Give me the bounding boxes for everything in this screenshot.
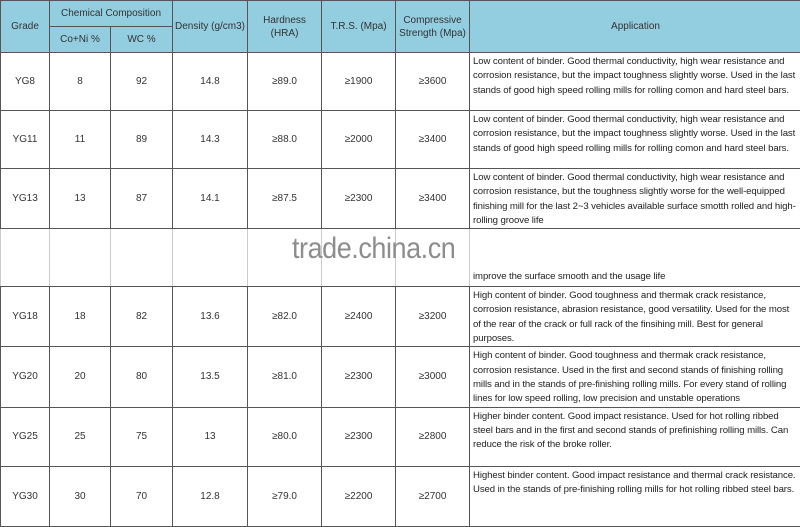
cell-application: High content of binder. Good toughness a… bbox=[470, 347, 800, 407]
header-wc: WC % bbox=[111, 27, 173, 53]
header-application: Application bbox=[470, 1, 800, 53]
cell-wc: 92 bbox=[111, 53, 173, 111]
cell-wc: 70 bbox=[111, 466, 173, 526]
cell-co-ni bbox=[50, 229, 111, 287]
cell-application: Highest binder content. Good impact resi… bbox=[470, 466, 800, 526]
cell-trs: ≥2400 bbox=[322, 287, 396, 347]
header-compressive-strength: Compressive Strength (Mpa) bbox=[396, 1, 470, 53]
cell-co-ni: 11 bbox=[50, 111, 111, 169]
cell-trs: ≥2200 bbox=[322, 466, 396, 526]
header-density: Density (g/cm3) bbox=[173, 1, 248, 53]
header-trs: T.R.S. (Mpa) bbox=[322, 1, 396, 53]
cell-hardness: ≥79.0 bbox=[248, 466, 322, 526]
cell-compressive: ≥2700 bbox=[396, 466, 470, 526]
cell-grade: YG8 bbox=[1, 53, 50, 111]
cell-co-ni: 25 bbox=[50, 407, 111, 466]
cell-wc: 75 bbox=[111, 407, 173, 466]
cell-trs: ≥2300 bbox=[322, 407, 396, 466]
cell-grade: YG25 bbox=[1, 407, 50, 466]
cell-application: High content of binder. Good toughness a… bbox=[470, 287, 800, 347]
cell-grade bbox=[1, 229, 50, 287]
cell-application: Higher binder content. Good impact resis… bbox=[470, 407, 800, 466]
cell-hardness: ≥87.5 bbox=[248, 169, 322, 229]
cell-wc: 80 bbox=[111, 347, 173, 407]
cell-wc: 89 bbox=[111, 111, 173, 169]
cell-density: 13.5 bbox=[173, 347, 248, 407]
cell-compressive: ≥2800 bbox=[396, 407, 470, 466]
cell-density: 14.1 bbox=[173, 169, 248, 229]
cell-compressive: ≥3600 bbox=[396, 53, 470, 111]
cell-co-ni: 13 bbox=[50, 169, 111, 229]
cell-wc: 87 bbox=[111, 169, 173, 229]
watermark: trade.china.cn bbox=[292, 232, 455, 266]
cell-co-ni: 30 bbox=[50, 466, 111, 526]
cell-grade: YG18 bbox=[1, 287, 50, 347]
cell-grade: YG30 bbox=[1, 466, 50, 526]
cell-wc bbox=[111, 229, 173, 287]
cell-application: Low content of binder. Good thermal cond… bbox=[470, 111, 800, 169]
cell-co-ni: 18 bbox=[50, 287, 111, 347]
cell-trs: ≥2300 bbox=[322, 169, 396, 229]
cell-density: 13 bbox=[173, 407, 248, 466]
cell-trs: ≥2300 bbox=[322, 347, 396, 407]
header-co-ni: Co+Ni % bbox=[50, 27, 111, 53]
cell-co-ni: 20 bbox=[50, 347, 111, 407]
cell-trs: ≥1900 bbox=[322, 53, 396, 111]
header-chemical-composition: Chemical Composition bbox=[50, 1, 173, 27]
cell-hardness: ≥82.0 bbox=[248, 287, 322, 347]
header-hardness: Hardness (HRA) bbox=[248, 1, 322, 53]
cell-density: 13.6 bbox=[173, 287, 248, 347]
cell-compressive: ≥3000 bbox=[396, 347, 470, 407]
cell-grade: YG20 bbox=[1, 347, 50, 407]
cell-application: Low content of binder. Good thermal cond… bbox=[470, 169, 800, 229]
cell-application: improve the surface smooth and the usage… bbox=[470, 229, 800, 287]
cell-hardness: ≥89.0 bbox=[248, 53, 322, 111]
cell-grade: YG11 bbox=[1, 111, 50, 169]
cell-co-ni: 8 bbox=[50, 53, 111, 111]
cell-hardness: ≥80.0 bbox=[248, 407, 322, 466]
cell-wc: 82 bbox=[111, 287, 173, 347]
cell-density: 14.8 bbox=[173, 53, 248, 111]
cell-grade: YG13 bbox=[1, 169, 50, 229]
cell-hardness: ≥81.0 bbox=[248, 347, 322, 407]
cell-compressive: ≥3400 bbox=[396, 111, 470, 169]
cell-hardness: ≥88.0 bbox=[248, 111, 322, 169]
cell-compressive: ≥3400 bbox=[396, 169, 470, 229]
cell-application: Low content of binder. Good thermal cond… bbox=[470, 53, 800, 111]
cell-density: 14.3 bbox=[173, 111, 248, 169]
cell-trs: ≥2000 bbox=[322, 111, 396, 169]
header-grade: Grade bbox=[1, 1, 50, 53]
cell-compressive: ≥3200 bbox=[396, 287, 470, 347]
cell-density: 12.8 bbox=[173, 466, 248, 526]
cell-density bbox=[173, 229, 248, 287]
